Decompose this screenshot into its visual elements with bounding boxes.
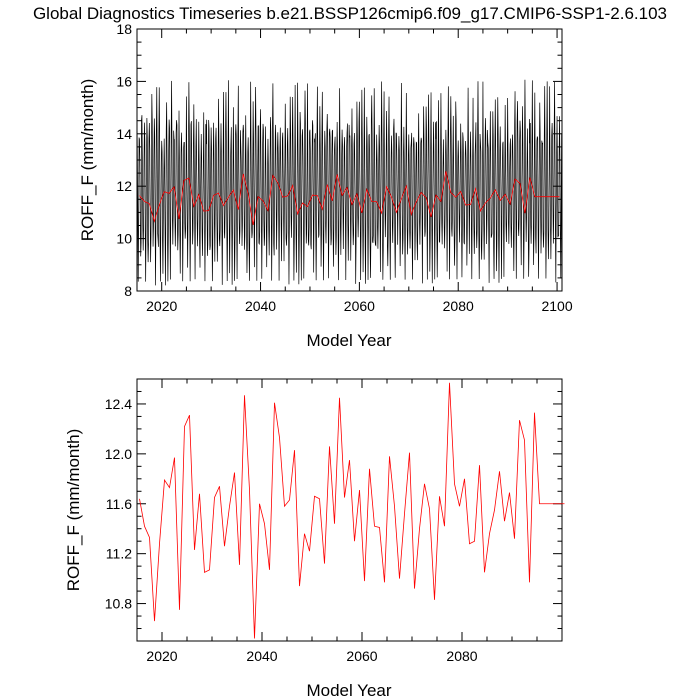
y-axis-label: ROFF_F (mm/month)	[64, 429, 83, 591]
x-tick-label: 2040	[246, 648, 277, 664]
x-tick-marks	[136, 29, 558, 291]
annual-series-line	[139, 171, 560, 226]
x-tick-label: 2060	[344, 298, 375, 314]
y-tick-label: 8	[124, 283, 132, 299]
y-tick-label: 18	[116, 21, 132, 37]
x-axis-label: Model Year	[306, 681, 391, 700]
chart-bottom: 2020 2040 2060 2080 10.8 11.2 11.6 12.0 12.4 Mo…	[64, 378, 565, 700]
y-tick-label: 14	[116, 126, 132, 142]
chart-top: 2020 2040 2060 2080 2100 8 10 12 14 16 18 Model Y…	[78, 21, 573, 350]
x-tick-label: 2020	[146, 648, 177, 664]
x-tick-label: 2060	[346, 648, 377, 664]
y-tick-label: 11.6	[106, 496, 132, 512]
y-tick-label: 10.8	[105, 596, 132, 612]
y-tick-label: 10	[116, 231, 132, 247]
x-tick-marks	[136, 379, 563, 641]
plot-frame	[136, 378, 563, 642]
figure-title: Global Diagnostics Timeseries b.e21.BSSP…	[33, 4, 667, 23]
x-tick-label: 2040	[245, 298, 276, 314]
x-tick-label: 2080	[443, 298, 474, 314]
y-tick-label: 11.2	[106, 546, 132, 562]
y-tick-label: 12.0	[105, 446, 132, 462]
x-axis-label: Model Year	[306, 331, 391, 350]
x-tick-labels: 2020 2040 2060 2080	[146, 648, 477, 664]
x-tick-label: 2080	[446, 648, 477, 664]
x-tick-label: 2020	[146, 298, 177, 314]
y-tick-label: 12	[116, 178, 132, 194]
y-tick-labels: 8 10 12 14 16 18	[116, 21, 132, 299]
monthly-series-line	[136, 79, 562, 286]
annual-series-line	[139, 382, 565, 639]
y-tick-labels: 10.8 11.2 11.6 12.0 12.4	[105, 396, 132, 612]
x-tick-labels: 2020 2040 2060 2080 2100	[146, 298, 573, 314]
y-tick-label: 12.4	[105, 396, 132, 412]
y-axis-label: ROFF_F (mm/month)	[78, 79, 97, 241]
x-tick-label: 2100	[541, 298, 572, 314]
y-tick-label: 16	[116, 73, 132, 89]
